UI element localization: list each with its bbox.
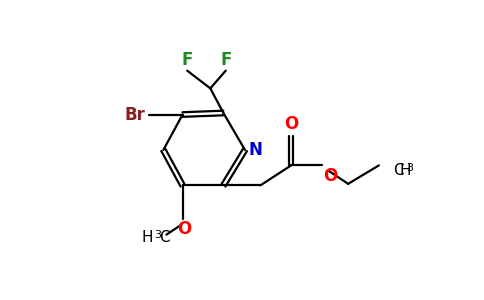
Text: 3: 3 [154, 230, 161, 240]
Text: F: F [220, 51, 231, 69]
Text: O: O [177, 220, 191, 238]
Text: F: F [182, 51, 193, 69]
Text: 3: 3 [406, 163, 413, 173]
Text: Br: Br [125, 106, 146, 124]
Text: N: N [248, 141, 262, 159]
Text: H: H [141, 230, 152, 245]
Text: C: C [393, 163, 404, 178]
Text: H: H [400, 163, 411, 178]
Text: C: C [160, 230, 170, 245]
Text: O: O [284, 115, 298, 133]
Text: O: O [323, 167, 338, 185]
